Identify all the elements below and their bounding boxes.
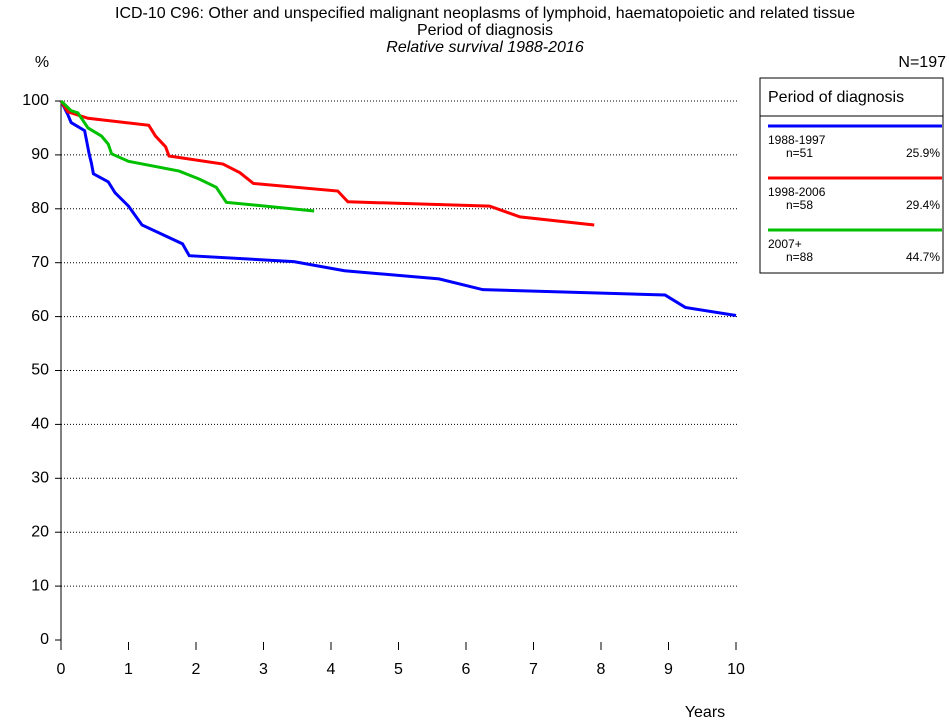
- legend-share: 44.7%: [906, 250, 940, 264]
- y-tick-label: 100: [22, 92, 49, 109]
- x-tick-label: 7: [529, 661, 538, 678]
- x-tick-label: 4: [327, 661, 336, 678]
- legend-title: Period of diagnosis: [768, 89, 904, 106]
- legend-share: 25.9%: [906, 146, 940, 160]
- x-tick-label: 6: [462, 661, 471, 678]
- y-axis-label: %: [35, 54, 49, 71]
- x-tick-label: 9: [664, 661, 673, 678]
- y-tick-label: 10: [31, 577, 49, 594]
- y-tick-label: 20: [31, 523, 49, 540]
- legend-label: 2007+: [768, 237, 802, 251]
- y-tick-label: 50: [31, 362, 49, 379]
- x-tick-label: 8: [597, 661, 606, 678]
- legend-label: 1988-1997: [768, 133, 826, 147]
- x-tick-label: 3: [259, 661, 268, 678]
- legend-share: 29.4%: [906, 198, 940, 212]
- x-tick-label: 10: [727, 661, 745, 678]
- x-tick-label: 5: [394, 661, 403, 678]
- chart-subtitle: Period of diagnosis: [417, 22, 553, 39]
- x-tick-label: 1: [124, 661, 133, 678]
- y-tick-label: 70: [31, 254, 49, 271]
- y-tick-label: 30: [31, 470, 49, 487]
- chart-title: ICD-10 C96: Other and unspecified malign…: [115, 5, 855, 22]
- legend-count: n=88: [786, 250, 813, 264]
- total-count: N=197: [898, 54, 946, 71]
- legend-label: 1998-2006: [768, 185, 826, 199]
- survival-line: [59, 99, 315, 213]
- chart-subtitle: Relative survival 1988-2016: [386, 39, 584, 56]
- legend-count: n=51: [786, 146, 813, 160]
- x-axis-label: Years: [685, 704, 725, 721]
- survival-line: [59, 100, 737, 318]
- y-tick-label: 0: [40, 631, 49, 648]
- y-tick-label: 80: [31, 200, 49, 217]
- x-tick-label: 2: [192, 661, 201, 678]
- survival-line: [59, 100, 595, 227]
- y-tick-label: 60: [31, 308, 49, 325]
- legend-count: n=58: [786, 198, 813, 212]
- y-tick-label: 40: [31, 416, 49, 433]
- y-tick-label: 90: [31, 146, 49, 163]
- x-tick-label: 0: [57, 661, 66, 678]
- legend-box: [759, 77, 944, 274]
